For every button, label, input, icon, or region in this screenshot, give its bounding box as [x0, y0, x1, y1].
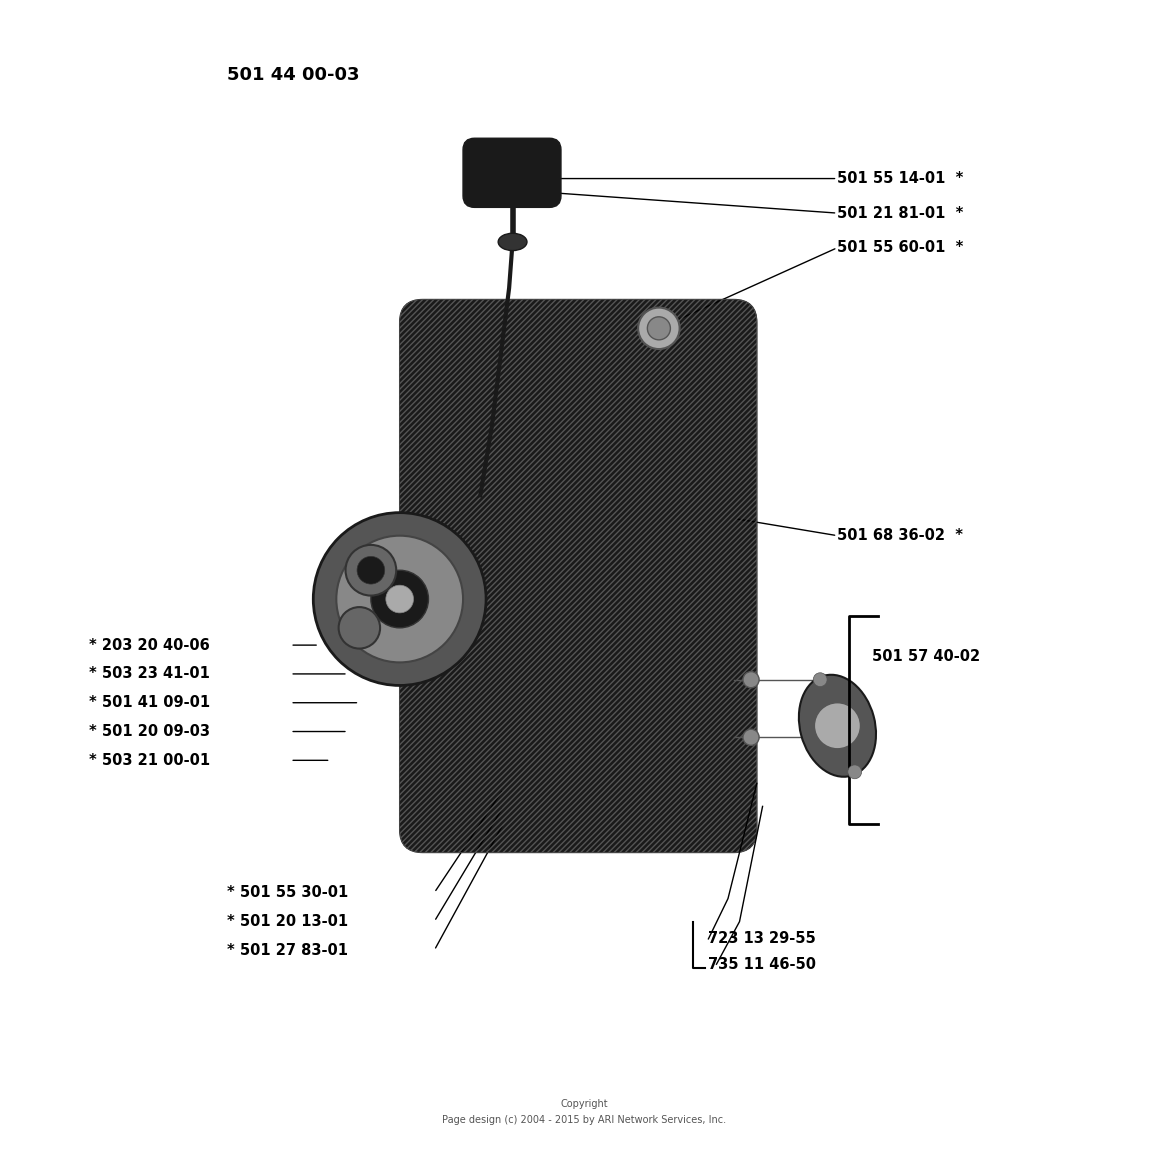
Text: 501 57 40-02: 501 57 40-02 — [872, 649, 980, 665]
FancyBboxPatch shape — [463, 138, 561, 207]
Circle shape — [647, 317, 670, 340]
Circle shape — [848, 765, 862, 779]
Text: 723 13 29-55: 723 13 29-55 — [709, 931, 816, 947]
Circle shape — [371, 570, 429, 628]
Text: 735 11 46-50: 735 11 46-50 — [709, 956, 816, 972]
Text: * 503 21 00-01: * 503 21 00-01 — [89, 752, 210, 768]
Text: * 501 27 83-01: * 501 27 83-01 — [227, 942, 348, 958]
Ellipse shape — [799, 675, 876, 776]
Text: 501 21 81-01  *: 501 21 81-01 * — [837, 205, 964, 221]
Text: Page design (c) 2004 - 2015 by ARI Network Services, Inc.: Page design (c) 2004 - 2015 by ARI Netwo… — [442, 1115, 726, 1124]
Text: * 501 20 13-01: * 501 20 13-01 — [227, 914, 348, 930]
Circle shape — [339, 607, 380, 649]
Circle shape — [813, 673, 827, 687]
Circle shape — [346, 545, 396, 596]
Text: 501 55 14-01  *: 501 55 14-01 * — [837, 170, 964, 187]
Circle shape — [336, 536, 463, 662]
Circle shape — [313, 513, 486, 685]
Text: ARI PartStream™: ARI PartStream™ — [515, 526, 683, 545]
Text: * 501 20 09-03: * 501 20 09-03 — [89, 723, 209, 740]
Text: 501 55 60-01  *: 501 55 60-01 * — [837, 240, 964, 256]
Circle shape — [743, 729, 759, 745]
Circle shape — [385, 585, 413, 613]
Circle shape — [743, 672, 759, 688]
Circle shape — [357, 556, 384, 584]
Text: Copyright: Copyright — [561, 1099, 607, 1108]
Text: * 501 55 30-01: * 501 55 30-01 — [227, 885, 348, 901]
Text: * 503 23 41-01: * 503 23 41-01 — [89, 666, 209, 682]
Text: * 203 20 40-06: * 203 20 40-06 — [89, 637, 209, 653]
Ellipse shape — [499, 233, 527, 251]
Text: 501 68 36-02  *: 501 68 36-02 * — [837, 528, 964, 544]
Circle shape — [814, 703, 861, 749]
Circle shape — [638, 308, 680, 349]
Text: * 501 41 09-01: * 501 41 09-01 — [89, 695, 210, 711]
FancyBboxPatch shape — [399, 300, 757, 852]
Text: 501 44 00-03: 501 44 00-03 — [227, 66, 360, 84]
